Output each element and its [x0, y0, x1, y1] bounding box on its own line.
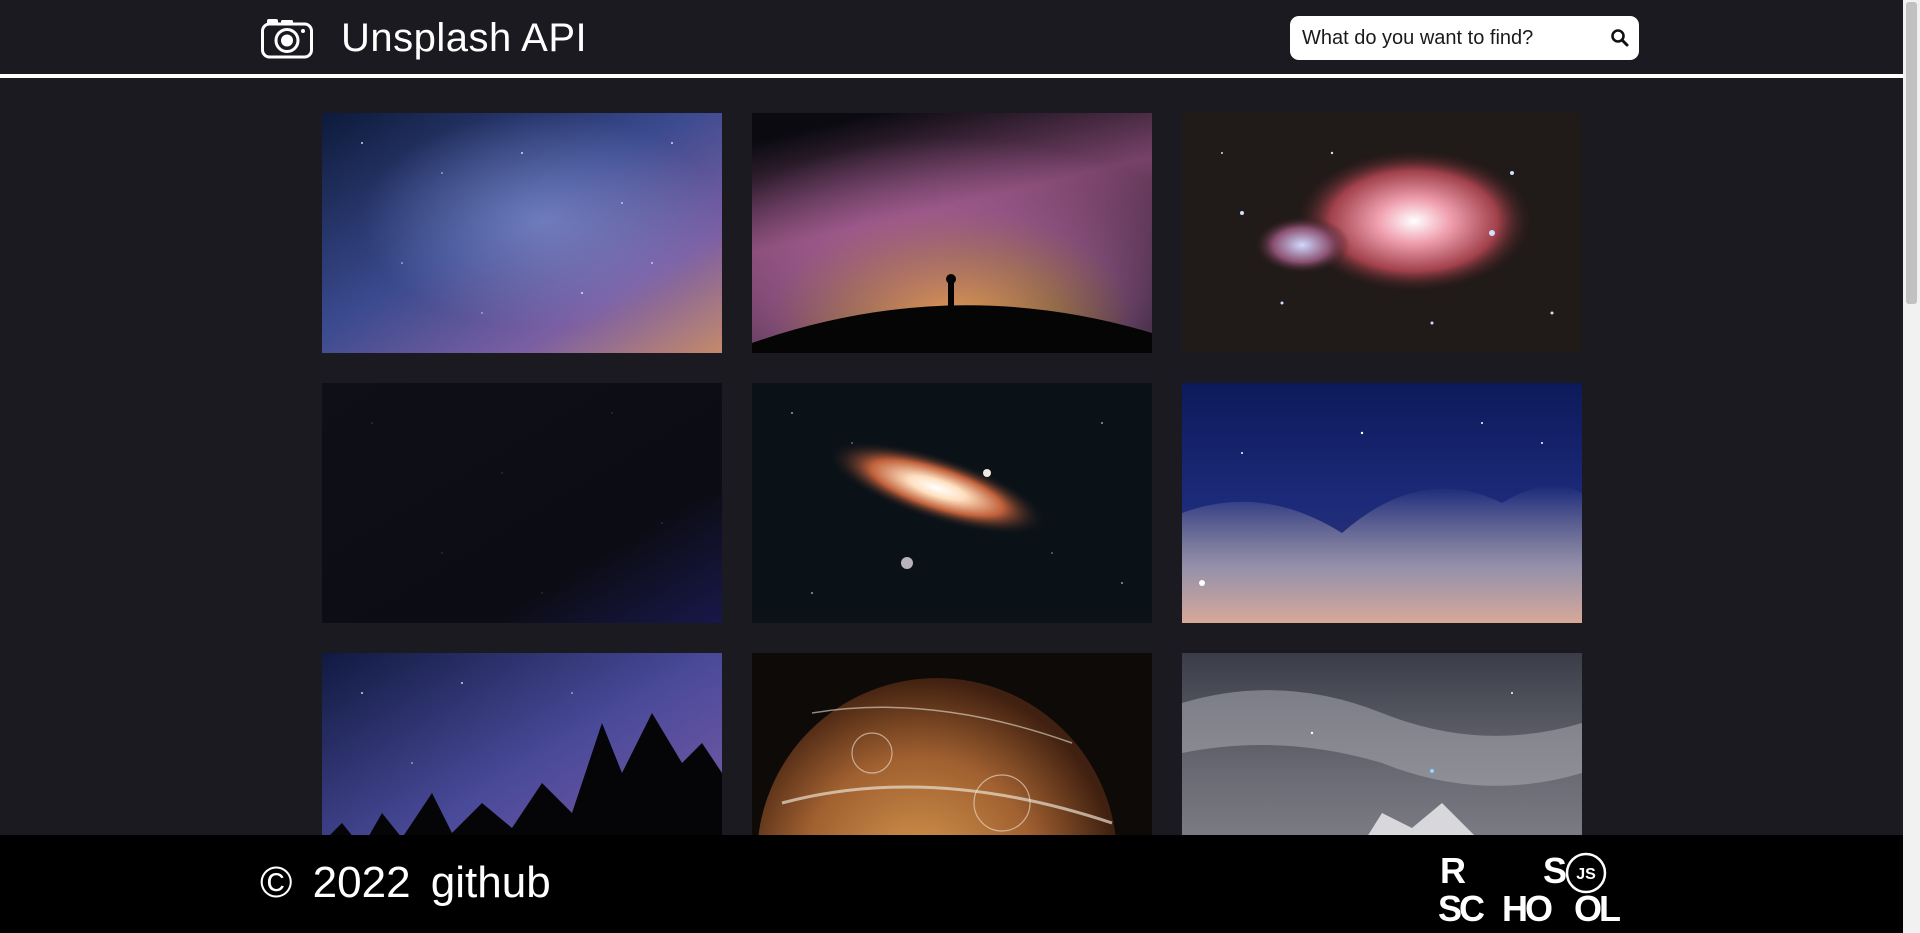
logo-js: JS	[1576, 866, 1596, 883]
github-link[interactable]: github	[430, 858, 551, 907]
search-icon	[1611, 29, 1629, 47]
photo-image	[752, 383, 1152, 623]
photo-image	[322, 113, 722, 353]
copyright-year: 2022	[312, 858, 411, 907]
page-scrollbar[interactable]	[1903, 0, 1920, 933]
gallery-photo[interactable]	[1182, 113, 1582, 353]
search-input[interactable]	[1290, 16, 1602, 60]
gallery-photo[interactable]	[752, 113, 1152, 353]
gallery-photo[interactable]	[752, 383, 1152, 623]
photo-image	[322, 383, 722, 623]
logo-ho: HO	[1502, 888, 1552, 924]
gallery-photo[interactable]	[322, 383, 722, 623]
photo-image	[1182, 383, 1582, 623]
gallery-photo[interactable]	[1182, 383, 1582, 623]
site-footer: © 2022 github R S SC HO OL JS	[0, 835, 1903, 933]
gallery-photo[interactable]	[322, 113, 722, 353]
copyright: © 2022 github	[260, 857, 551, 909]
logo-sc: SC	[1438, 888, 1485, 924]
photo-gallery	[322, 113, 1582, 893]
search-box	[1290, 16, 1639, 60]
site-header: Unsplash API	[0, 0, 1903, 78]
photo-image	[1182, 113, 1582, 353]
scrollbar-thumb[interactable]	[1906, 2, 1917, 304]
logo-ol: OL	[1574, 888, 1620, 924]
logo-s-top: S	[1543, 850, 1566, 891]
photo-image	[752, 113, 1152, 353]
rs-school-logo[interactable]: R S SC HO OL JS	[1438, 849, 1633, 924]
copyright-symbol: ©	[260, 858, 293, 907]
search-button[interactable]	[1609, 27, 1631, 49]
camera-icon[interactable]	[261, 17, 313, 59]
logo-r: R	[1440, 850, 1466, 891]
app-title: Unsplash API	[341, 16, 588, 60]
